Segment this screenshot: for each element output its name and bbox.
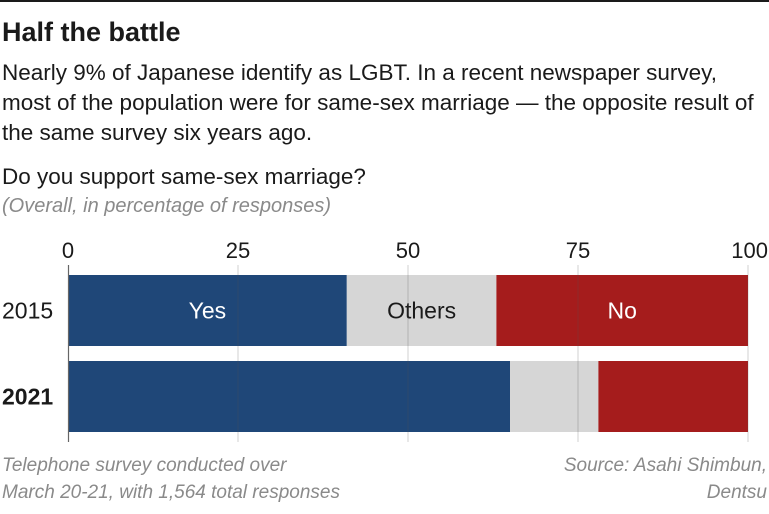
source-line-2: Dentsu — [706, 482, 767, 503]
unit-note: (Overall, in percentage of responses) — [2, 195, 332, 217]
bar-others-2015 — [346, 275, 497, 346]
bar-yes-2021 — [68, 361, 510, 432]
chart-subtitle: Nearly 9% of Japanese identify as LGBT. … — [2, 60, 754, 145]
footnote-line-2: March 20-21, with 1,564 total responses — [2, 482, 340, 503]
segment-label-yes: Yes — [189, 298, 227, 324]
footnote: Telephone survey conducted over March 20… — [2, 452, 340, 506]
bar-no-2021 — [598, 361, 748, 432]
source-line-1: Source: Asahi Shimbun, — [563, 455, 767, 476]
x-tick-label-50: 50 — [396, 238, 420, 263]
segment-label-others: Others — [387, 298, 456, 324]
bar-yes-2015 — [68, 275, 347, 346]
x-tick-label-25: 25 — [226, 238, 250, 263]
top-rule — [0, 0, 769, 2]
segment-label-no: No — [607, 298, 636, 324]
stacked-bar-chart: 0 25 50 75 100 Yes Others No 2015 2021 — [2, 238, 768, 442]
x-tick-label-100: 100 — [731, 238, 768, 263]
x-tick-label-75: 75 — [566, 238, 590, 263]
chart-title: Half the battle — [2, 17, 181, 47]
footnote-line-1: Telephone survey conducted over — [2, 455, 287, 476]
category-label-2021: 2021 — [2, 384, 53, 410]
category-label-2015: 2015 — [2, 298, 53, 324]
survey-question: Do you support same-sex marriage? — [2, 164, 366, 189]
source-note: Source: Asahi Shimbun, Dentsu — [564, 452, 767, 506]
x-tick-label-0: 0 — [62, 238, 74, 263]
bar-no-2015 — [496, 275, 748, 346]
bar-others-2021 — [510, 361, 599, 432]
